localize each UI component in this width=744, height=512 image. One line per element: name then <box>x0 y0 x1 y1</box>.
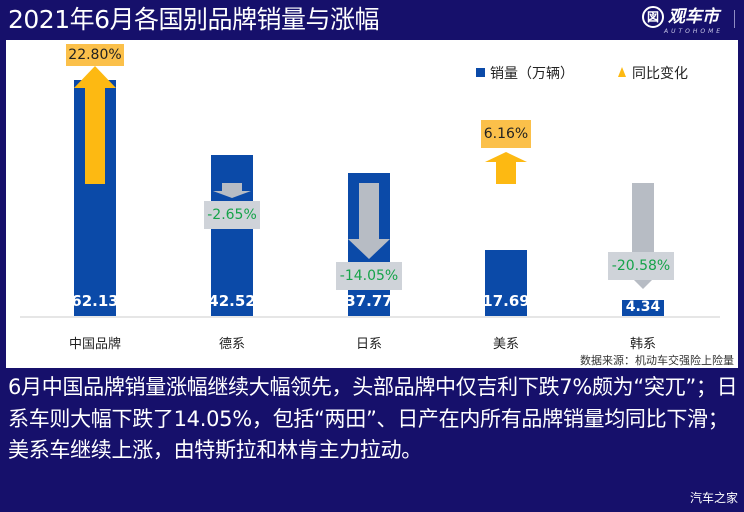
down-arrow-icon <box>348 183 390 259</box>
summary-text: 6月中国品牌销量涨幅继续大幅领先，头部品牌中仅吉利下跌7%颇为“突兀”；日系车则… <box>8 375 738 462</box>
change-label-china: 22.80% <box>66 44 124 66</box>
autohome-logo: 図 观车市 AUTOHOME <box>642 4 738 36</box>
legend-sales-label: 销量（万辆） <box>490 66 574 82</box>
x-axis-baseline <box>20 316 720 318</box>
up-arrow-icon <box>74 66 116 184</box>
category-label-usa: 美系 <box>492 337 519 352</box>
change-label-korea: -20.58% <box>608 252 674 280</box>
page-title: 2021年6月各国别品牌销量与涨幅 <box>8 5 380 34</box>
category-label-china: 中国品牌 <box>68 337 121 352</box>
legend-yoy-label: 同比变化 <box>632 66 688 82</box>
legend-square-icon <box>476 68 485 77</box>
category-label-japan: 日系 <box>355 337 382 352</box>
down-arrow-icon <box>211 183 253 198</box>
change-label-usa: 6.16% <box>481 120 531 148</box>
category-label-germany: 德系 <box>218 337 245 352</box>
value-label-china: 62.13 <box>71 292 119 310</box>
value-label-usa: 17.69 <box>482 292 530 310</box>
change-label-germany: -2.65% <box>204 201 260 229</box>
logo-divider <box>734 10 735 28</box>
watermark: 汽车之家 <box>689 491 738 505</box>
value-label-korea: 4.34 <box>625 299 661 315</box>
bar-korea <box>622 300 664 316</box>
up-arrow-icon <box>485 152 527 184</box>
legend-yoy: 同比变化 <box>618 66 688 82</box>
autohome-logo-icon: 図 <box>642 6 664 28</box>
logo-subtitle: AUTOHOME <box>664 28 724 35</box>
legend-sales: 销量（万辆） <box>476 66 574 82</box>
value-label-germany: 42.52 <box>208 292 256 310</box>
category-label-korea: 韩系 <box>629 337 656 352</box>
data-source-note: 数据来源：机动车交强险上险量 <box>580 354 734 367</box>
bar-usa <box>485 250 527 316</box>
legend-up-arrow-icon <box>618 67 626 77</box>
bar-germany <box>211 155 253 316</box>
logo-name: 观车市 <box>668 7 719 27</box>
value-label-japan: 37.77 <box>345 292 393 310</box>
change-label-japan: -14.05% <box>336 262 402 290</box>
